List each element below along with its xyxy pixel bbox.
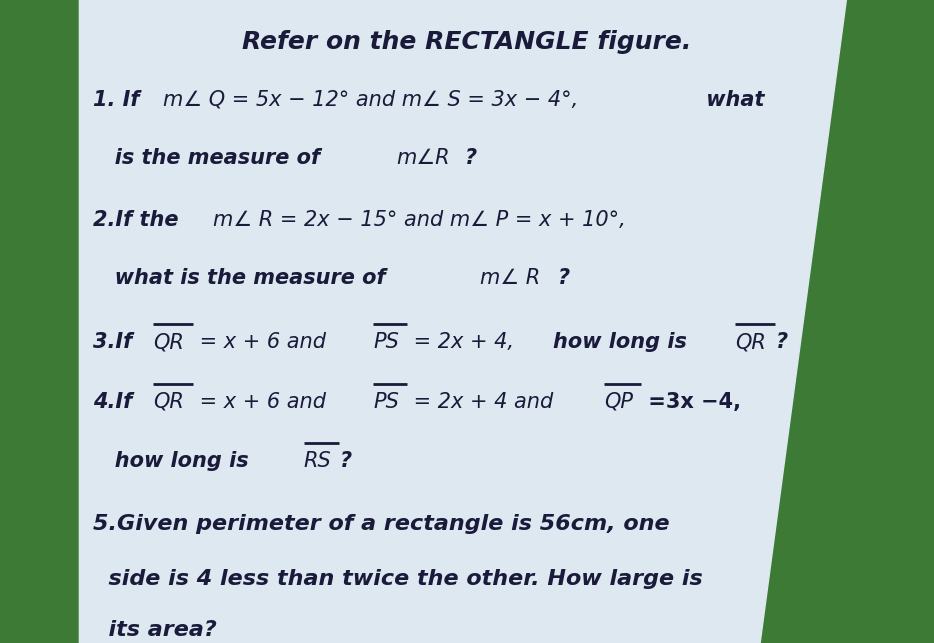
Text: m∠ R: m∠ R xyxy=(480,267,541,288)
Text: how long is: how long is xyxy=(554,332,695,352)
Text: QR: QR xyxy=(153,332,184,352)
Polygon shape xyxy=(79,0,859,643)
Text: ?: ? xyxy=(559,267,570,288)
Text: = 2x + 4 and: = 2x + 4 and xyxy=(407,392,559,412)
Text: PS: PS xyxy=(374,332,399,352)
Text: is the measure of: is the measure of xyxy=(93,147,328,168)
Text: its area?: its area? xyxy=(93,620,217,640)
Text: RS: RS xyxy=(304,451,332,471)
Text: m∠ R = 2x − 15° and m∠ P = x + 10°,: m∠ R = 2x − 15° and m∠ P = x + 10°, xyxy=(213,210,626,230)
Text: 1. If: 1. If xyxy=(93,89,148,110)
Text: =3x −4,: =3x −4, xyxy=(642,392,742,412)
Text: 4.If: 4.If xyxy=(93,392,140,412)
Text: ?: ? xyxy=(775,332,787,352)
Text: side is 4 less than twice the other. How large is: side is 4 less than twice the other. How… xyxy=(93,568,703,589)
Text: ?: ? xyxy=(465,147,477,168)
Text: m∠R: m∠R xyxy=(396,147,449,168)
Text: what is the measure of: what is the measure of xyxy=(93,267,393,288)
Text: QR: QR xyxy=(153,392,184,412)
Text: QR: QR xyxy=(735,332,767,352)
Text: 3.If: 3.If xyxy=(93,332,140,352)
Text: = 2x + 4,: = 2x + 4, xyxy=(407,332,520,352)
Text: = x + 6 and: = x + 6 and xyxy=(193,332,333,352)
Text: how long is: how long is xyxy=(93,451,256,471)
Text: QP: QP xyxy=(604,392,633,412)
Text: 5.Given perimeter of a rectangle is 56cm, one: 5.Given perimeter of a rectangle is 56cm… xyxy=(93,514,670,534)
Text: ?: ? xyxy=(339,451,351,471)
Text: what: what xyxy=(699,89,764,110)
Text: Refer on the RECTANGLE figure.: Refer on the RECTANGLE figure. xyxy=(242,30,692,54)
Text: m∠ Q = 5x − 12° and m∠ S = 3x − 4°,: m∠ Q = 5x − 12° and m∠ S = 3x − 4°, xyxy=(163,89,578,110)
Text: = x + 6 and: = x + 6 and xyxy=(193,392,333,412)
Text: 2.If the: 2.If the xyxy=(93,210,186,230)
Text: PS: PS xyxy=(374,392,399,412)
